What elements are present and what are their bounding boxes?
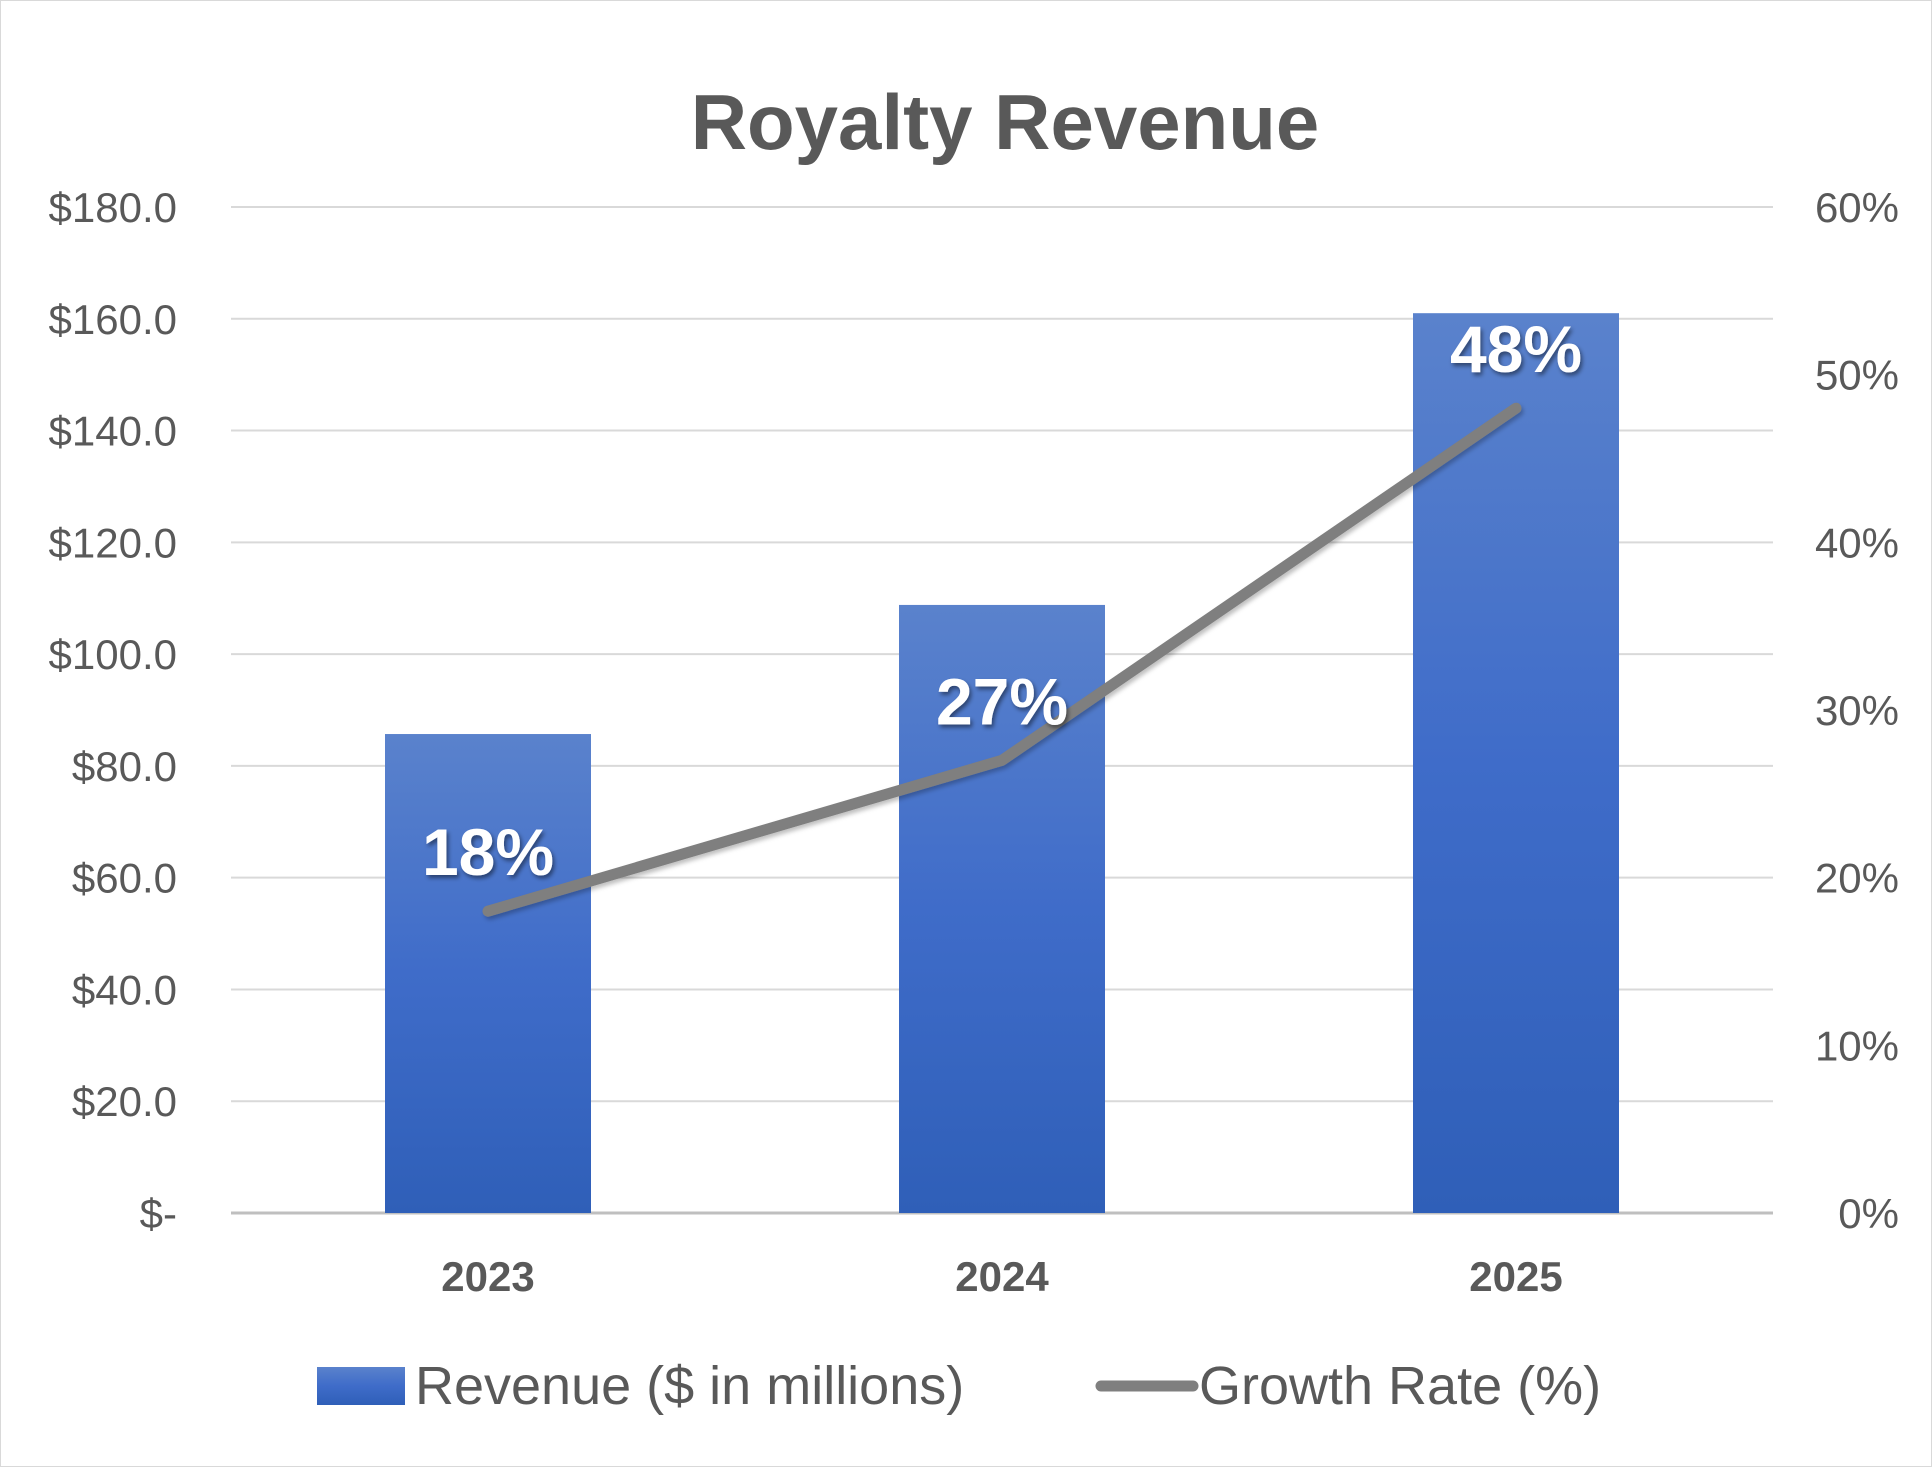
growth-data-label: 18%	[422, 815, 554, 889]
right-axis-tick-label: 0%	[1838, 1190, 1899, 1237]
category-label: 2025	[1469, 1253, 1562, 1300]
growth-data-labels: 18% 27% 48%	[422, 312, 1582, 889]
legend: Revenue ($ in millions) Growth Rate (%)	[317, 1356, 1601, 1416]
left-axis-tick-label: $-	[140, 1190, 177, 1237]
left-axis-tick-label: $60.0	[72, 855, 177, 902]
right-axis-tick-label: 60%	[1815, 184, 1899, 231]
revenue-bar	[899, 604, 1105, 1213]
left-axis-tick-label: $20.0	[72, 1078, 177, 1125]
left-axis-tick-label: $140.0	[49, 408, 177, 455]
revenue-bar	[385, 734, 591, 1213]
legend-swatch-revenue	[317, 1367, 405, 1405]
growth-rate-line	[482, 402, 1522, 917]
left-axis-tick-label: $180.0	[49, 184, 177, 231]
right-axis-tick-label: 30%	[1815, 687, 1899, 734]
left-axis-tick-label: $160.0	[49, 296, 177, 343]
right-axis-ticks: 0% 10% 20% 30% 40% 50% 60%	[1815, 184, 1899, 1237]
category-axis-labels: 2023 2024 2025	[441, 1253, 1562, 1300]
right-axis-tick-label: 40%	[1815, 519, 1899, 566]
left-axis-tick-label: $120.0	[49, 519, 177, 566]
growth-data-label: 48%	[1450, 312, 1582, 386]
chart-title: Royalty Revenue	[691, 78, 1320, 166]
left-axis-tick-label: $40.0	[72, 966, 177, 1013]
left-axis-tick-label: $80.0	[72, 743, 177, 790]
revenue-bars	[385, 313, 1619, 1213]
revenue-bar	[1413, 313, 1619, 1213]
legend-label-growth: Growth Rate (%)	[1199, 1356, 1601, 1416]
growth-rate-series-line	[482, 402, 1522, 917]
category-label: 2023	[441, 1253, 534, 1300]
right-axis-tick-label: 10%	[1815, 1022, 1899, 1069]
growth-data-label: 27%	[936, 664, 1068, 738]
category-label: 2024	[955, 1253, 1049, 1300]
right-axis-tick-label: 50%	[1815, 352, 1899, 399]
right-axis-tick-label: 20%	[1815, 855, 1899, 902]
legend-label-revenue: Revenue ($ in millions)	[415, 1356, 964, 1416]
left-axis-tick-label: $100.0	[49, 631, 177, 678]
left-axis-ticks: $- $20.0 $40.0 $60.0 $80.0 $100.0 $120.0 $140.0…	[49, 184, 177, 1237]
